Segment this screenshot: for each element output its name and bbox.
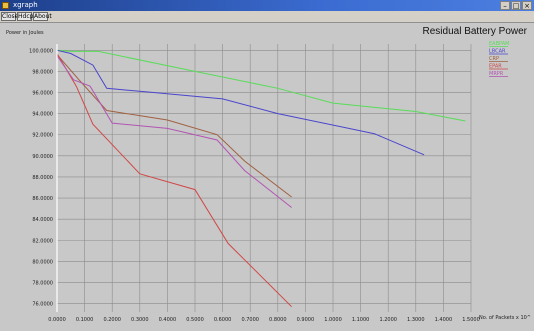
y-axis-label: Power in Joules (6, 30, 44, 36)
window-titlebar: xgraph – □ × (0, 0, 534, 11)
hardcopy-button[interactable]: Hdcpy (17, 12, 37, 21)
legend-label-mrpr: MRPR (489, 71, 504, 77)
y-tick-label: 78.0000 (32, 280, 53, 286)
x-tick-label: 0.9000 (297, 317, 315, 323)
legend-label-crp: CRP (489, 56, 499, 62)
x-tick-label: 1.3000 (407, 317, 425, 323)
about-button[interactable]: About (33, 12, 52, 21)
legend-label-eabpam: EABPAM (489, 41, 509, 47)
series-line-eabpam (56, 49, 466, 122)
x-tick-label: 0.7000 (241, 317, 259, 323)
x-tick-label: 0.3000 (131, 317, 149, 323)
chart-title: Residual Battery Power (423, 26, 528, 37)
window-controls: – □ × (500, 1, 532, 10)
close-button[interactable]: Close (1, 12, 19, 21)
series-line-mrpr (56, 55, 292, 208)
x-tick-label: 0.0000 (48, 317, 66, 323)
y-tick-label: 96.0000 (32, 91, 53, 97)
maximize-button[interactable]: □ (511, 1, 521, 10)
x-tick-label: 0.4000 (159, 317, 177, 323)
x-tick-label: 0.1000 (76, 317, 94, 323)
legend-label-lbcar: LBCAR (489, 49, 506, 55)
axes: 0.0000 0.1000 0.2000 0.3000 0.4000 0.5000 0.60… (29, 44, 480, 323)
x-axis-label: No. of Packets x 10^ (479, 315, 531, 321)
app-icon (2, 2, 9, 9)
x-tick-label: 1.2000 (379, 317, 397, 323)
chart-svg: Power in Joules Residual Battery Power N… (6, 26, 531, 323)
x-tick-label: 1.0000 (324, 317, 342, 323)
x-tick-label: 1.4000 (435, 317, 453, 323)
y-tick-label: 88.0000 (32, 175, 53, 181)
y-tick-label: 82.0000 (32, 238, 53, 244)
window-title: xgraph (13, 1, 38, 9)
x-tick-label: 0.2000 (103, 317, 121, 323)
menu-bar: Close Hdcpy About (0, 11, 534, 23)
y-tick-label: 92.0000 (32, 133, 53, 139)
y-tick-label: 80.0000 (32, 259, 53, 265)
series-line-crp (56, 54, 292, 198)
x-tick-label: 0.6000 (214, 317, 232, 323)
x-tick-label: 0.5000 (186, 317, 204, 323)
x-tick-label: 1.5000 (462, 317, 480, 323)
y-tick-label: 98.0000 (32, 69, 53, 75)
y-tick-label: 94.0000 (32, 112, 53, 118)
plot-panel: Power in Joules Residual Battery Power N… (0, 23, 534, 331)
y-tick-label: 86.0000 (32, 196, 53, 202)
close-window-button[interactable]: × (522, 1, 532, 10)
series-lines (56, 49, 466, 308)
y-tick-label: 84.0000 (32, 217, 53, 223)
legend-label-epar: EPAR (489, 64, 502, 70)
x-tick-label: 0.8000 (269, 317, 287, 323)
grid (56, 44, 472, 312)
y-tick-label: 76.0000 (32, 302, 53, 308)
y-tick-label: 90.0000 (32, 154, 53, 160)
x-tick-label: 1.1000 (352, 317, 370, 323)
series-line-lbcar (56, 49, 425, 156)
y-tick-label: 100.0000 (29, 48, 53, 54)
series-line-epar (56, 53, 292, 308)
minimize-button[interactable]: – (500, 1, 510, 10)
